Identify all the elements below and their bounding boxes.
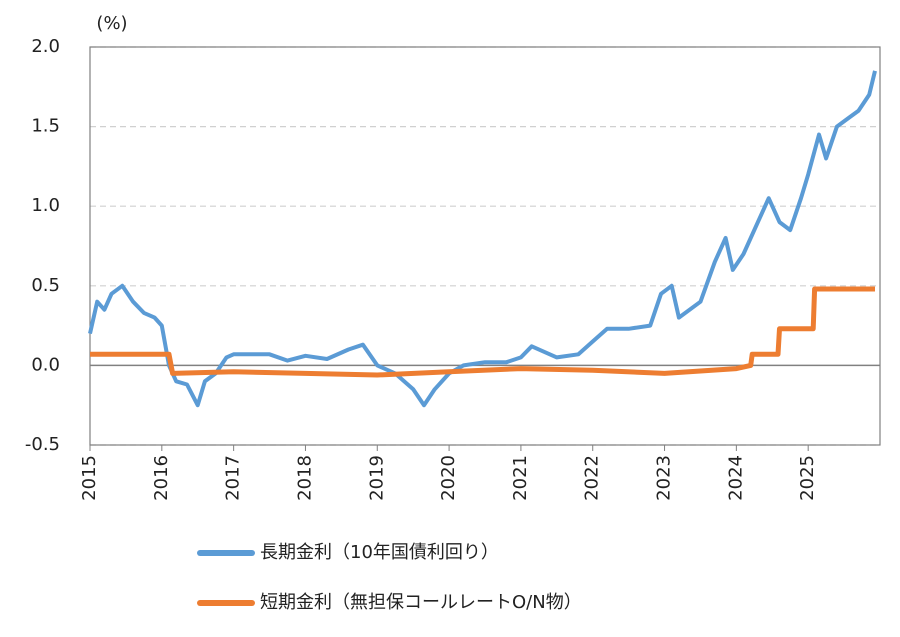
y-tick-label: 0.5 [31, 275, 60, 296]
series-line [88, 70, 877, 408]
legend-label: 長期金利（10年国債利回り） [260, 542, 499, 563]
plot-frame [89, 46, 881, 446]
y-tick-label: 1.0 [31, 195, 60, 216]
x-tick-label: 2024 [725, 455, 746, 501]
y-tick-label: -0.5 [25, 434, 60, 455]
y-tick-label: 0.0 [31, 354, 60, 375]
series-line [90, 286, 875, 378]
x-tick-label: 2025 [797, 455, 818, 501]
x-tick-label: 2016 [151, 455, 172, 501]
legend-label: 短期金利（無担保コールレートO/N物） [260, 592, 582, 613]
x-tick-label: 2023 [654, 455, 675, 501]
y-axis-unit: (%) [96, 13, 127, 34]
x-tick-label: 2017 [223, 455, 244, 501]
x-tick-label: 2019 [366, 455, 387, 501]
x-tick-label: 2018 [294, 455, 315, 501]
x-tick-label: 2022 [582, 455, 603, 501]
y-tick-label: 1.5 [31, 116, 60, 137]
y-tick-label: 2.0 [31, 36, 60, 57]
x-tick-label: 2015 [79, 455, 100, 501]
x-tick-label: 2021 [510, 455, 531, 501]
x-tick-label: 2020 [438, 455, 459, 501]
